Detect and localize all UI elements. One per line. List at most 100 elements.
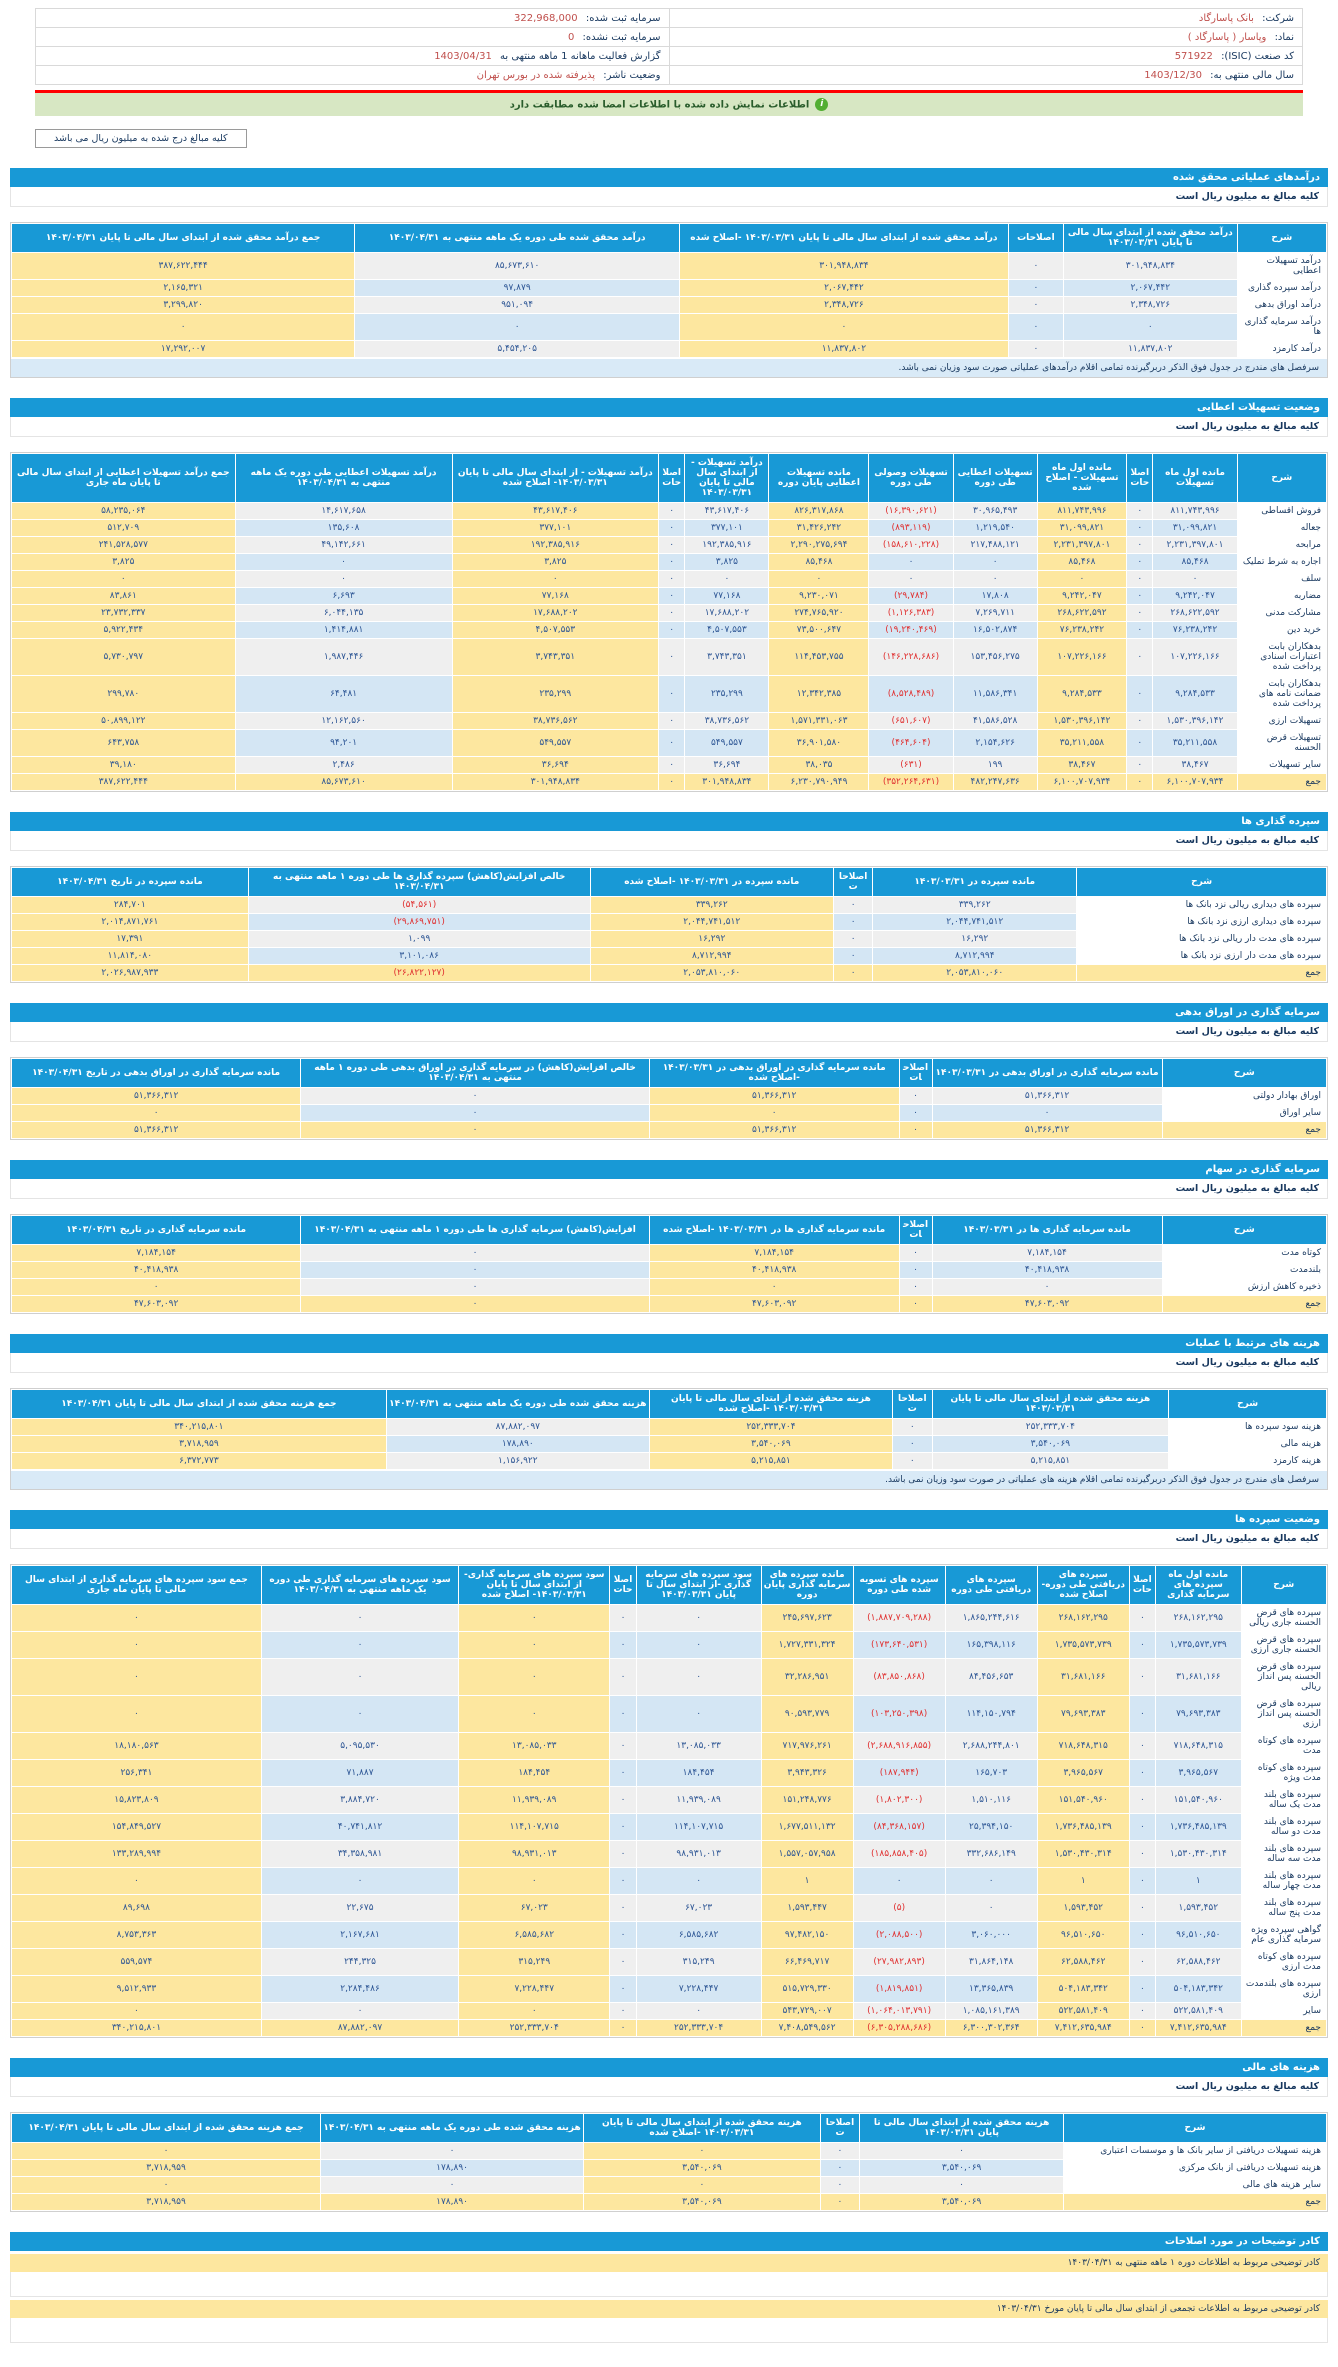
cell: ۰ (768, 570, 870, 588)
cell: ۰ (931, 1278, 1163, 1296)
cell: ۰ (10, 2142, 322, 2160)
table-row: بدهکاران بابت ضمانت نامه های پرداخت شده ۹… (11, 675, 1328, 713)
cell: ۰ (609, 1658, 637, 1696)
cell: ۴,۵۰۷,۵۵۳ (684, 621, 770, 639)
cell: (۱,۸۸۷,۷۰۹,۲۸۸) (852, 1604, 946, 1632)
cell: ۳,۸۲۵ (684, 553, 770, 571)
row-label: جمع (1063, 2193, 1327, 2211)
cell: ۱۱,۸۳۷,۸۰۲ (1063, 340, 1238, 358)
symbol-field: نماد: وپاسار ( پاسارگاد ) (668, 27, 1303, 47)
column-header: شرح (1161, 1215, 1328, 1245)
cell: ۰ (609, 1921, 637, 1949)
issuer-status-label: وضعیت ناشر: (603, 69, 661, 81)
cell: ۰ (819, 2159, 861, 2177)
cell: ۰ (952, 553, 1038, 571)
row-label: درآمد سرمایه گذاری ها (1236, 313, 1328, 341)
cell: ۱۲,۳۴۲,۳۸۵ (768, 675, 870, 713)
cell: ۲,۰۶۷,۴۴۲ (1063, 279, 1238, 297)
cell: ۳۷۷,۱۰۱ (684, 519, 770, 537)
column-header: جمع سود سپرده های سرمایه گذاری از ابتدای… (11, 1565, 262, 1605)
cell: ۰ (609, 1604, 637, 1632)
cell: ۶,۱۰۰,۷۰۷,۹۳۴ (1152, 773, 1238, 791)
row-label: هزینه سود سپرده ها (1168, 1418, 1327, 1436)
unit-note: کلیه مبالغ به میلیون ریال است (10, 1529, 1328, 1549)
row-label: سپرده های بلند مدت یک ساله (1240, 1786, 1328, 1814)
cell: ۱,۷۳۵,۵۷۳,۷۳۹ (1036, 1631, 1130, 1659)
column-header: مانده سپرده در تاریخ ۱۴۰۳/۰۴/۳۱ (11, 867, 249, 897)
cell: ۲۶۸,۱۶۲,۲۹۵ (1036, 1604, 1130, 1632)
cell: ۰ (1007, 340, 1065, 358)
table-row: سلف ۰ ۰ ۰ ۰ ۰ ۰ ۰ ۰ ۰ ۰ ۰ (11, 570, 1328, 588)
cell: (۲,۰۸۸,۵۰۰) (852, 1921, 946, 1949)
cell: ۳,۷۱۸,۹۵۹ (10, 2159, 322, 2177)
cell: ۰ (859, 2176, 1064, 2194)
cell: ۲,۰۴۴,۷۴۱,۵۱۲ (589, 913, 834, 931)
cell: ۰ (898, 1121, 933, 1139)
cell: ۳۶,۶۹۴ (684, 756, 770, 774)
cell: ۰ (458, 2002, 611, 2020)
cell: ۰ (583, 2176, 821, 2194)
row-label: سپرده های مدت دار ریالی نزد بانک ها (1076, 930, 1327, 948)
table-row: جعاله ۳۱,۰۹۹,۸۲۱ ۰ ۳۱,۰۹۹,۸۲۱ ۱,۲۱۹,۵۴۰ (۸۹۳,… (11, 519, 1328, 537)
cell: ۰ (658, 536, 686, 554)
row-label: هزینه مالی (1168, 1435, 1327, 1453)
cell: ۱۸۴,۴۵۴ (635, 1759, 762, 1787)
cell: ۴۷,۶۰۳,۰۹۲ (648, 1295, 900, 1313)
cell: ۰ (931, 1104, 1163, 1122)
cell: (۱۹,۲۴۰,۴۶۹) (868, 621, 954, 639)
cell: ۶,۱۰۰,۷۰۷,۹۳۴ (1036, 773, 1128, 791)
cell: ۰ (1126, 729, 1154, 757)
table-row: جمع ۷,۴۱۲,۶۳۵,۹۸۴ ۰ ۷,۴۱۲,۶۳۵,۹۸۴ ۶,۳۰۰,۳۰۲,… (11, 2019, 1328, 2037)
cell: ۲,۲۸۴,۴۸۶ (260, 1975, 460, 2003)
cell: ۰ (819, 2142, 861, 2160)
cell: ۲۶۸,۶۲۲,۵۹۲ (1152, 604, 1238, 622)
cell: ۱۵۱,۲۴۸,۷۷۶ (760, 1786, 854, 1814)
cell: ۰ (300, 1261, 650, 1279)
symbol-label: نماد: (1274, 31, 1294, 43)
cell: ۱۹۲,۳۸۵,۹۱۶ (451, 536, 660, 554)
cell: ۹۶,۵۱۰,۶۵۰ (1036, 1921, 1130, 1949)
cell: ۳,۷۴۳,۳۵۱ (684, 638, 770, 676)
cell: ۰ (658, 675, 686, 713)
column-header: مانده سرمایه گذاری ها در ۱۴۰۳/۰۳/۳۱ (931, 1215, 1163, 1245)
column-header: خالص افزایش(کاهش) در سرمایه گذاری در اور… (300, 1058, 650, 1088)
isic-value: 571922 (1174, 50, 1213, 62)
cell: ۱,۹۸۷,۴۴۶ (234, 638, 453, 676)
cell: ۲,۲۹۰,۲۷۵,۶۹۴ (768, 536, 870, 554)
cell: ۰ (1126, 675, 1154, 713)
cell: ۰ (1063, 313, 1238, 341)
cell: ۰ (1128, 1813, 1157, 1841)
cell: ۰ (898, 1244, 933, 1262)
row-label: سایر اوراق (1161, 1104, 1328, 1122)
column-header: درآمد تسهیلات - از ابتدای سال مالی تا پا… (451, 453, 660, 503)
table-row: ذخیره کاهش ارزش ۰ ۰ ۰ ۰ ۰ (10, 1278, 1328, 1296)
cell: ۰ (11, 1695, 262, 1733)
cell: ۳۸,۷۳۶,۵۶۲ (451, 712, 660, 730)
cell: ۱۵۱,۵۴۰,۹۶۰ (1036, 1786, 1130, 1814)
table-row: هزینه کارمزد ۵,۲۱۵,۸۵۱ ۰ ۵,۲۱۵,۸۵۱ ۱,۱۵۶,۹۲۲… (11, 1452, 1327, 1470)
table-row: هزینه تسهیلات دریافتی از سایر بانک ها و … (10, 2142, 1327, 2160)
cell: ۰ (609, 1840, 637, 1868)
table-row: سپرده های کوتاه مدت ویژه ۳,۹۶۵,۵۶۷ ۰ ۳,۹۶۵,… (11, 1759, 1328, 1787)
cell: ۳۵,۲۱۱,۵۵۸ (1152, 729, 1238, 757)
cell: (۱,۱۲۶,۳۸۳) (868, 604, 954, 622)
row-label: ذخیره کاهش ارزش (1161, 1278, 1328, 1296)
fiscal-year-field: سال مالی منتهی به: 1403/12/30 (668, 65, 1303, 85)
column-header: مانده اول ماه سپرده های سرمایه گذاری (1155, 1565, 1242, 1605)
section-header-financial-costs: هزینه های مالی (10, 2058, 1328, 2077)
deposits-status-table: شرح مانده اول ماه سپرده های سرمایه گذاری ا… (11, 1565, 1328, 2037)
fiscal-year-label: سال مالی منتهی به: (1210, 69, 1294, 81)
cell: ۳۱۵,۲۴۹ (458, 1948, 611, 1976)
cell: ۱۵,۸۲۳,۸۰۹ (11, 1786, 262, 1814)
company-info-table: شرکت: بانک پاسارگاد سرمایه ثبت شده: 322,… (35, 8, 1303, 85)
cell: ۰ (354, 313, 681, 341)
table-row: سپرده های بلند مدت سه ساله ۱,۵۳۰,۴۳۰,۳۱۴ ۰… (11, 1840, 1328, 1868)
column-header: درآمد محقق شده از ابتدای سال مالی تا پای… (679, 223, 1009, 253)
cell: ۱۶,۵۰۲,۸۷۴ (952, 621, 1038, 639)
cell: ۰ (609, 1759, 637, 1787)
column-header: جمع هزینه محقق شده از ابتدای سال مالی تا… (10, 2113, 322, 2143)
equity-investments-table-wrap: شرح مانده سرمایه گذاری ها در ۱۴۰۳/۰۳/۳۱ اص… (10, 1214, 1328, 1314)
cell: ۷۱,۸۸۷ (260, 1759, 460, 1787)
cell: ۰ (859, 2142, 1064, 2160)
cell: ۸۵,۶۷۳,۶۱۰ (234, 773, 453, 791)
